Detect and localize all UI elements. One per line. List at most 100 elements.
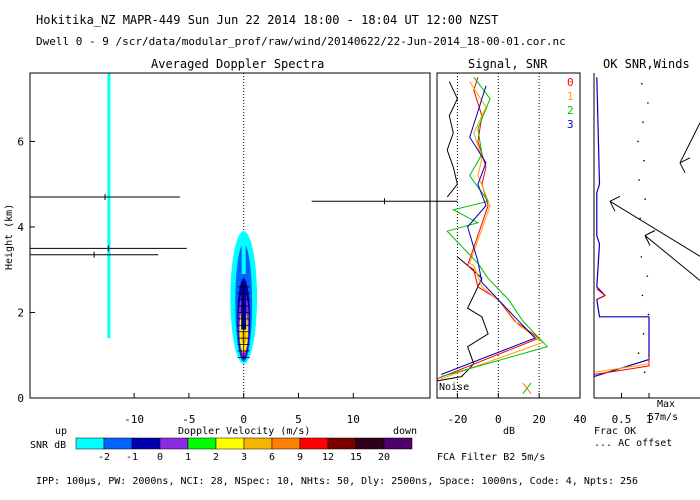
colorbar-swatch-6: [243, 437, 273, 450]
winds-panel: OK SNR,Winds 0.5 1 Frac OK ... AC offset …: [593, 57, 700, 449]
ac-offset-dot: [643, 371, 646, 374]
colorbar-swatch-10: [355, 437, 385, 450]
winds-title: OK SNR,Winds: [603, 57, 690, 71]
wind-barb-2: [679, 122, 700, 164]
snr-colorbar-swatches: -2 -1 0 1 2 3 6 9 12 15 20: [75, 437, 413, 463]
ac-offset-dot: [644, 198, 646, 200]
ac-offset-dot: [639, 217, 641, 220]
colorbar-swatch-7: [271, 437, 301, 450]
spectra-x-tick-label: 5: [295, 413, 302, 426]
snr-series-signal_upper: [446, 81, 458, 198]
max-value: 57m/s: [648, 412, 678, 423]
spectra-y-tick-label: 4: [17, 221, 24, 234]
dwell-label-1: 1: [567, 90, 574, 103]
spectra-y-tick-label: 6: [17, 135, 24, 148]
snr-title: Signal, SNR: [468, 57, 548, 71]
ac-offset-dot: [637, 140, 639, 143]
spectra-x-tick-label: -5: [182, 413, 195, 426]
colorbar-tick-label: 12: [322, 452, 334, 463]
wind-barb-head-a-2: [679, 157, 691, 164]
wind-barb-1: [644, 235, 700, 281]
winds-plot-layer: 0.5 1: [593, 77, 700, 426]
snr-panel: Signal, SNR -20 0 20 40 dB Noise 0 1 2 3: [436, 57, 587, 437]
frac-ok-red-2: [596, 288, 606, 301]
ac-offset-label: ... AC offset: [594, 438, 672, 449]
ac-offset-dot: [646, 275, 649, 277]
snr-plot-layer: -20 0 20 40: [436, 73, 587, 426]
dwell-label-0: 0: [567, 76, 574, 89]
wind-barb-0: [609, 200, 700, 257]
ac-offset-dot: [642, 333, 645, 335]
snr-colorbar-label: SNR dB: [30, 440, 66, 451]
colorbar-swatch-3: [159, 437, 189, 450]
colorbar-swatch-8: [299, 437, 329, 450]
spectra-plot-layer: -10 -5 0 5 10 0 2 4 6: [17, 73, 458, 426]
frac-ok-label: Frac OK: [594, 426, 636, 437]
snr-x-label: dB: [503, 426, 515, 437]
spectra-title: Averaged Doppler Spectra: [151, 57, 324, 71]
ac-offset-dot: [642, 121, 644, 123]
colorbar-tick-label: 15: [350, 452, 362, 463]
colorbar-tick-label: 20: [378, 452, 390, 463]
colorbar-tick-label: 3: [241, 452, 247, 463]
wind-barb-head-b-0: [609, 201, 616, 212]
spectra-y-tick-label: 0: [17, 392, 24, 405]
footer-params: IPP: 100μs, PW: 2000ns, NCI: 28, NSpec: …: [36, 476, 638, 487]
colorbar-swatch-1: [103, 437, 133, 450]
colorbar-tick-label: -1: [126, 452, 138, 463]
colorbar-tick-label: 2: [213, 452, 219, 463]
header-path: Dwell 0 - 9 /scr/data/modular_prof/raw/w…: [36, 35, 566, 48]
colorbar-tick-label: 6: [269, 452, 275, 463]
ac-offset-dot: [647, 313, 650, 316]
snr-x-tick-label: 40: [573, 413, 586, 426]
colorbar-tick-label: 0: [157, 452, 163, 463]
snr-series-dwell-2: [440, 76, 549, 378]
max-label: Max: [657, 399, 675, 410]
dwell-label-3: 3: [567, 118, 574, 131]
ac-offset-dot: [640, 256, 643, 258]
colorbar-swatch-0: [75, 437, 105, 450]
ac-offset-dot: [647, 102, 649, 104]
spectra-up-label: up: [55, 426, 67, 437]
colorbar-swatch-5: [215, 437, 245, 450]
wind-barb-head-b-1: [644, 235, 651, 246]
colorbar-tick-label: -2: [98, 452, 110, 463]
winds-x-tick-label: 1: [646, 413, 653, 426]
spectra-y-tick-label: 2: [17, 306, 24, 319]
header-title: Hokitika_NZ MAPR-449 Sun Jun 22 2014 18:…: [36, 13, 498, 27]
colorbar-tick-label: 1: [185, 452, 191, 463]
snr-x-tick-label: 0: [495, 413, 502, 426]
winds-x-tick-label: 0.5: [612, 413, 632, 426]
snr-x-tick-label: 20: [533, 413, 546, 426]
frac-ok-orange: [593, 363, 650, 373]
ac-offset-dot: [641, 294, 644, 297]
frac-ok-red: [593, 357, 650, 375]
snr-x-tick-label: -20: [447, 413, 467, 426]
frac-ok-line: [593, 77, 650, 378]
snr-series-dwell-1: [440, 81, 545, 380]
spectra-down-label: down: [393, 426, 417, 437]
snr-colorbar: SNR dB -2 -1 0 1 2 3 6 9 12 15 20: [30, 437, 413, 463]
snr-series-dwell-3: [440, 85, 536, 375]
spectra-x-tick-label: 0: [240, 413, 247, 426]
colorbar-swatch-2: [131, 437, 161, 450]
colorbar-swatch-4: [187, 437, 217, 450]
spectra-x-tick-label: -10: [124, 413, 144, 426]
noise-marker-b: [522, 382, 532, 395]
ac-offset-dot: [641, 82, 643, 85]
ac-offset-dot: [643, 159, 645, 162]
dwell-label-2: 2: [567, 104, 574, 117]
spectrum-upper-tail: [241, 231, 246, 274]
spectra-panel: Averaged Doppler Spectra -10 -5 0 5 10 0 2 4 6 H…: [4, 57, 458, 437]
wind-barb-head-a-0: [609, 195, 621, 202]
fca-filter: FCA Filter B2 5m/s: [437, 452, 545, 463]
colorbar-swatch-11: [383, 437, 413, 450]
spectra-x-tick-label: 10: [347, 413, 360, 426]
colorbar-tick-label: 9: [297, 452, 303, 463]
noise-label: Noise: [439, 382, 469, 393]
spectra-x-label: Doppler Velocity (m/s): [178, 426, 310, 437]
colorbar-swatch-9: [327, 437, 357, 450]
snr-axes-frame: [436, 72, 581, 399]
